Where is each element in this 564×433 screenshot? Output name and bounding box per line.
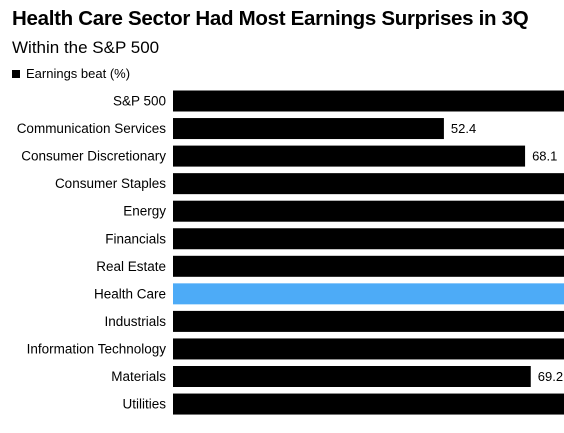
bar-consumer-discretionary [173, 145, 526, 167]
chart-subtitle: Within the S&P 500 [12, 38, 160, 57]
value-label-materials: 69.2 [538, 369, 563, 384]
category-label-industrials: Industrials [104, 314, 166, 329]
bar-utilities [173, 393, 564, 415]
value-label-consumer-discretionary: 68.1 [532, 149, 557, 164]
value-label-communication-services: 52.4 [451, 121, 476, 136]
bar-sandp-500 [173, 90, 564, 112]
bar-energy [173, 200, 564, 222]
legend-swatch [12, 69, 20, 78]
bar-industrials [173, 310, 564, 332]
bar-financials [173, 228, 564, 250]
bars-layer: S&P 50081.9%Communication Services52.4Co… [17, 90, 564, 415]
bar-consumer-staples [173, 173, 564, 195]
chart-title: Health Care Sector Had Most Earnings Sur… [12, 7, 529, 30]
category-label-health-care: Health Care [94, 286, 166, 301]
bar-real-estate [173, 255, 564, 277]
bar-materials [173, 366, 531, 387]
category-label-consumer-staples: Consumer Staples [55, 176, 166, 191]
category-label-energy: Energy [123, 204, 166, 219]
bar-communication-services [173, 118, 444, 140]
legend-label: Earnings beat (%) [26, 66, 131, 81]
category-label-sandp-500: S&P 500 [113, 94, 166, 109]
category-label-consumer-discretionary: Consumer Discretionary [21, 149, 166, 164]
category-label-real-estate: Real Estate [96, 259, 166, 274]
category-label-information-technology: Information Technology [27, 341, 167, 356]
category-label-communication-services: Communication Services [17, 121, 167, 136]
category-label-financials: Financials [105, 231, 166, 246]
bar-information-technology [173, 338, 564, 360]
bar-health-care [173, 283, 564, 305]
category-label-materials: Materials [111, 369, 166, 384]
legend: Earnings beat (%) [12, 66, 130, 81]
category-label-utilities: Utilities [122, 397, 166, 412]
